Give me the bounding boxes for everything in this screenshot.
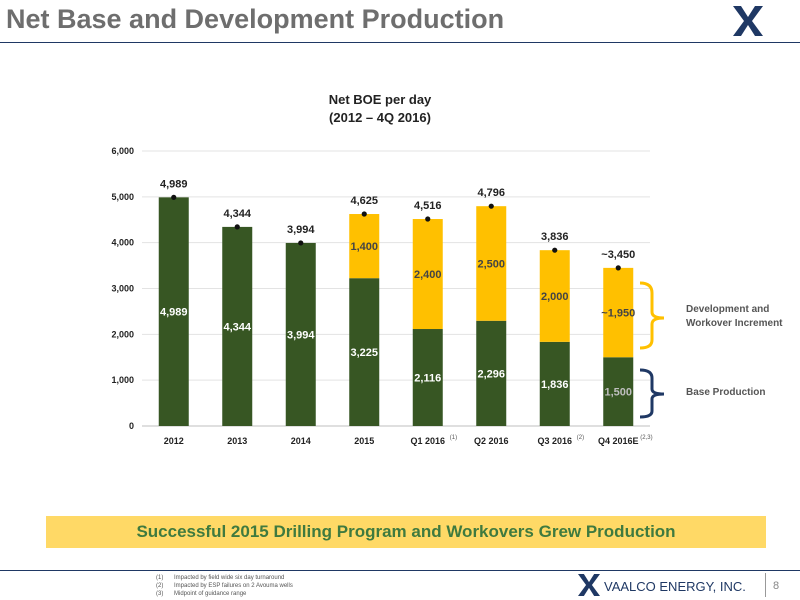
chart-subtitle: (2012 – 4Q 2016) [329, 110, 431, 125]
bar-development-label: ~1,950 [601, 308, 635, 320]
total-label: 4,989 [160, 178, 188, 190]
x-tick-label: Q3 2016 [537, 436, 572, 446]
total-marker [615, 265, 621, 271]
bar-base-label: 4,344 [223, 321, 251, 333]
footnote: (1) Impacted by field wide six day turnar… [156, 574, 293, 582]
footer-divider [0, 570, 800, 571]
page-title: Net Base and Development Production [6, 4, 505, 34]
total-label: ~3,450 [601, 249, 635, 261]
chart-title: Net BOE per day [329, 92, 432, 107]
total-label: 4,796 [477, 187, 505, 199]
x-tick-label: 2015 [354, 436, 374, 446]
total-marker [425, 216, 431, 222]
vaalco-logo-icon [578, 574, 600, 596]
x-tick-label: 2012 [164, 436, 184, 446]
total-label: 3,836 [541, 231, 569, 243]
bar-development [603, 267, 634, 358]
bar-base [603, 357, 634, 426]
total-marker [234, 224, 240, 230]
bar-base-label: 2,116 [414, 373, 441, 385]
bar-base-label: 2,296 [477, 368, 505, 380]
footnote: (2) Impacted by ESP failures on 2 Avouma … [156, 582, 293, 590]
title-divider [0, 42, 800, 43]
total-marker [171, 194, 177, 200]
base-brace-label: Base Production [686, 387, 766, 398]
y-tick-label: 1,000 [111, 375, 134, 385]
x-tick-label: Q2 2016 [474, 436, 509, 446]
y-tick-label: 6,000 [111, 146, 134, 156]
x-tick-superscript: (2) [577, 435, 584, 441]
total-label: 4,625 [350, 195, 378, 207]
x-tick-superscript: (2,3) [640, 435, 652, 441]
footnote-number: (1) [156, 575, 164, 581]
bar-base [158, 197, 189, 426]
total-label: 4,516 [414, 200, 442, 212]
bar-base [285, 242, 316, 426]
base-brace-icon [639, 368, 665, 419]
footnote-text: Impacted by ESP failures on 2 Avouma wel… [174, 583, 293, 589]
bar-development-label: 2,000 [541, 291, 569, 303]
bar-base [349, 278, 380, 426]
x-tick-label: 2013 [227, 436, 247, 446]
bar-development [349, 214, 380, 279]
bar-base [222, 226, 253, 426]
total-marker [488, 203, 494, 209]
bar-development [476, 206, 507, 321]
total-label: 3,994 [287, 224, 315, 236]
bar-series: 4,989 4,989 4,344 4,344 3,994 3,994 3,225 1,400… [158, 178, 635, 426]
x-axis: 2012 2013 2014 2015 Q1 2016 (1) Q2 2016 Q3 2016… [164, 435, 653, 446]
development-brace-label: Development and Workover Increment [686, 303, 783, 331]
y-tick-label: 4,000 [111, 238, 134, 248]
x-tick-superscript: (1) [450, 435, 457, 441]
production-chart: Net BOE per day (2012 – 4Q 2016) 0 1,000 2… [111, 92, 665, 446]
bar-development-label: 2,500 [477, 258, 505, 270]
bar-base-label: 3,994 [287, 329, 315, 341]
total-marker [361, 211, 367, 217]
x-tick-label: Q4 2016E [598, 436, 639, 446]
footer-separator [765, 573, 766, 597]
y-axis: 0 1,000 2,000 3,000 4,000 5,000 6,000 [111, 146, 134, 431]
bar-base [539, 341, 570, 426]
page-number: 8 [773, 580, 780, 592]
y-tick-label: 5,000 [111, 192, 134, 202]
braces [639, 281, 665, 419]
x-tick-label: Q1 2016 [410, 436, 445, 446]
total-marker [298, 240, 304, 246]
y-tick-label: 0 [129, 421, 134, 431]
bar-base-label: 1,836 [541, 379, 569, 391]
bar-base [412, 329, 443, 426]
footnote: (3) Midpoint of guidance range [156, 590, 293, 598]
development-brace-label-line1: Development and [686, 304, 770, 315]
development-brace-icon [639, 281, 665, 350]
bar-development-label: 2,400 [414, 269, 442, 281]
footnote-number: (3) [156, 591, 164, 597]
footnote-text: Midpoint of guidance range [174, 591, 247, 597]
x-tick-label: 2014 [291, 436, 311, 446]
y-tick-label: 3,000 [111, 284, 134, 294]
y-tick-label: 2,000 [111, 329, 134, 339]
footnote-number: (2) [156, 583, 164, 589]
bar-development [412, 219, 443, 330]
headline-banner: Successful 2015 Drilling Program and Wor… [46, 516, 766, 548]
footnotes: (1) Impacted by field wide six day turnar… [156, 574, 293, 598]
bar-development-label: 1,400 [350, 241, 378, 253]
bar-development [539, 250, 570, 342]
bar-base-label: 4,989 [160, 307, 188, 319]
vaalco-logo-icon [733, 6, 763, 36]
company-name: VAALCO ENERGY, INC. [604, 579, 746, 594]
total-marker [552, 247, 558, 253]
bar-base-label: 1,500 [604, 387, 632, 399]
bar-base-label: 3,225 [350, 347, 378, 359]
footnote-text: Impacted by field wide six day turnaroun… [174, 575, 285, 581]
chart-gridlines [142, 150, 650, 427]
development-brace-label-line2: Workover Increment [686, 318, 783, 329]
total-label: 4,344 [223, 208, 251, 220]
bar-base [476, 320, 507, 426]
